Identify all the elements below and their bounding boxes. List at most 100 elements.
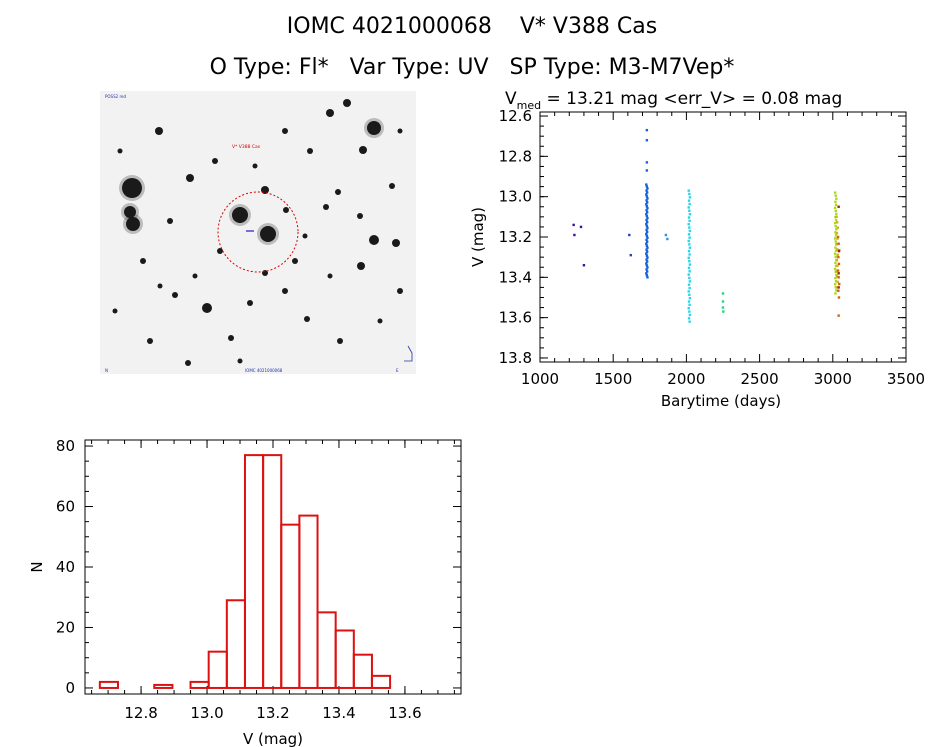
star-30 (140, 258, 146, 264)
lc-data-point (835, 231, 839, 235)
lc-data-point (645, 258, 648, 261)
lc-data-point (838, 282, 841, 286)
star-25 (247, 300, 253, 306)
star-2 (126, 217, 140, 231)
star-47 (112, 308, 118, 314)
hist-ytick-label: 0 (65, 679, 75, 697)
lc-data-point (646, 226, 649, 230)
lc-data-point (835, 242, 838, 246)
lc-data-point (579, 225, 583, 229)
lc-data-point (646, 207, 649, 210)
lc-data-point (688, 286, 691, 290)
lc-data-point (629, 253, 632, 257)
lc-data-point (835, 212, 838, 216)
star-46 (397, 128, 403, 134)
star-27 (307, 148, 313, 154)
lc-data-point (645, 274, 649, 277)
sky-bottom-left-label: N (105, 368, 108, 373)
lc-xtick-label: 3000 (814, 370, 852, 388)
lc-data-point (836, 237, 839, 240)
lc-data-point (645, 191, 649, 194)
light-curve-plot: Vmed = 13.21 mag <err_V> = 0.08 mag 1000… (469, 89, 925, 410)
lc-data-point (834, 194, 837, 197)
lc-data-point (687, 216, 691, 219)
lc-data-point (688, 253, 691, 256)
magnitude-histogram: 12.8 13.0 13.2 13.4 13.6 0 20 40 60 80 V (mag) N (28, 437, 462, 747)
lc-data-point (688, 280, 692, 283)
lc-data-point (688, 202, 691, 206)
lc-data-point (721, 306, 725, 309)
lc-data-point (645, 195, 649, 198)
star-44 (327, 273, 333, 279)
hist-bar (334, 629, 355, 689)
star-20 (172, 292, 178, 298)
star-33 (389, 183, 395, 189)
lc-data-point (688, 246, 692, 249)
lc-ytick-label: 13.6 (499, 309, 532, 327)
lc-data-point (646, 216, 649, 220)
lc-title-prefix: V (505, 89, 517, 109)
lc-data-point (628, 233, 631, 237)
star-19 (357, 213, 363, 219)
lc-data-point (688, 196, 692, 199)
lc-data-point (666, 237, 669, 241)
lc-data-point (645, 222, 648, 226)
star-5 (261, 186, 269, 194)
lc-data-point (645, 161, 649, 164)
hist-bars (98, 454, 392, 689)
star-field (112, 99, 403, 366)
hist-ytick-label: 20 (56, 618, 75, 636)
hist-xtick-label: 12.8 (124, 704, 157, 722)
lc-data-point (645, 193, 648, 196)
lc-data-point (835, 286, 839, 289)
lc-data-point (834, 200, 837, 204)
star-35 (337, 338, 343, 344)
hist-bar (189, 680, 210, 689)
lc-data-point (688, 296, 692, 300)
hist-ytick-label: 40 (56, 558, 75, 576)
lc-data-point (645, 128, 649, 132)
lc-data-point (835, 269, 838, 273)
lc-data-point (645, 230, 649, 234)
star-43 (157, 283, 163, 289)
star-halo-1 (121, 203, 139, 221)
lc-data-point (645, 270, 649, 273)
lc-data-point (688, 226, 691, 229)
lc-xtick-label: 2500 (741, 370, 779, 388)
lc-data-point (834, 218, 838, 222)
lc-data-point (688, 310, 691, 313)
lc-data-point (573, 233, 576, 237)
star-halo-3 (229, 204, 251, 226)
lc-data-point (688, 303, 691, 307)
lc-data-point (688, 270, 691, 273)
lc-data-point (645, 201, 649, 204)
lc-data-point (835, 273, 838, 277)
compass-mark (404, 345, 413, 362)
star-halo-6 (364, 118, 384, 138)
hist-bar (352, 653, 373, 689)
lc-data-point (834, 261, 837, 265)
star-1 (124, 206, 136, 218)
lc-data-point (687, 290, 690, 293)
lc-data-point (834, 280, 838, 283)
lc-data-point (688, 243, 691, 246)
lc-data-point (722, 310, 725, 313)
lc-data-point (645, 252, 648, 255)
lc-data-point (837, 314, 840, 317)
star-31 (217, 248, 223, 254)
lc-data-point (688, 212, 692, 216)
hist-xtick-label: 13.0 (190, 704, 223, 722)
lc-data-point (834, 249, 838, 252)
star-8 (326, 109, 334, 117)
lc-data-point (645, 199, 648, 202)
hist-bar (316, 611, 337, 689)
lc-data-point (645, 264, 649, 267)
lc-data-point (687, 307, 690, 310)
lc-data-point (646, 187, 649, 190)
lc-data-point (645, 262, 648, 265)
lc-data-point (645, 260, 649, 263)
hist-xtick-label: 13.2 (256, 704, 289, 722)
lc-data-point (834, 209, 837, 213)
star-42 (377, 318, 383, 324)
lc-data-point (645, 272, 648, 275)
